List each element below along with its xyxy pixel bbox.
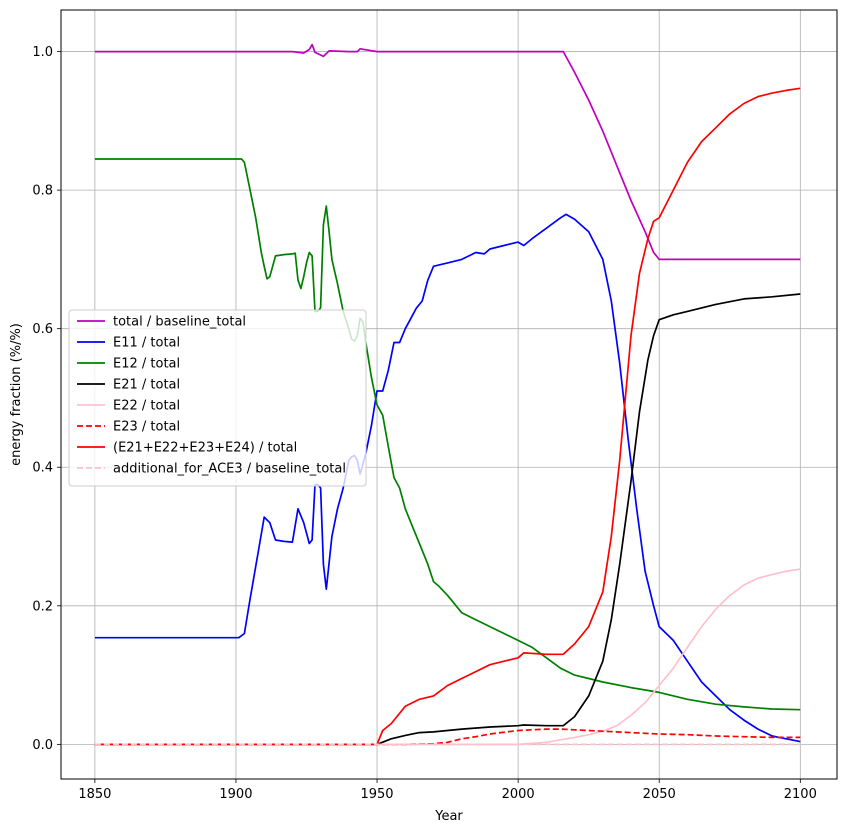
legend-label: E21 / total [113,378,180,393]
x-tick-label: 1900 [219,787,252,802]
plot-frame [60,9,838,780]
x-tick-label: 2050 [643,787,676,802]
legend-box [68,309,367,487]
x-tick-label: 2100 [784,787,817,802]
x-tick-label: 1950 [360,787,393,802]
legend-label: E23 / total [113,420,180,435]
legend-label: total / baseline_total [113,315,246,330]
legend-label: additional_for_ACE3 / baseline_total [113,462,346,477]
legend-label: E12 / total [113,357,180,372]
x-tick-label: 2000 [502,787,535,802]
series-line [94,568,801,746]
series-line [94,293,801,746]
legend-label: E11 / total [113,336,180,351]
y-tick-label: 0.2 [32,599,53,614]
series-line [94,43,801,261]
y-tick-label: 0.6 [32,322,53,337]
axis-ticks: 1850 1900 1950 2000 2050 2100 0.0 0.2 0.4 0.6 0.8 1… [32,45,817,802]
y-axis-label: energy fraction (%/%) [9,323,24,466]
legend-label: E22 / total [113,399,180,414]
x-axis-label: Year [434,809,463,824]
y-tick-label: 0.4 [32,461,53,476]
series-line [94,728,801,746]
y-tick-label: 0.0 [32,738,53,753]
legend-label: (E21+E22+E23+E24) / total [113,441,297,456]
legend: total / baseline_total E11 / total E12 / t… [68,309,367,487]
x-tick-label: 1850 [78,787,111,802]
y-tick-label: 1.0 [32,45,53,60]
series-line [94,213,801,743]
y-tick-label: 0.8 [32,184,53,199]
series-line [94,87,801,746]
